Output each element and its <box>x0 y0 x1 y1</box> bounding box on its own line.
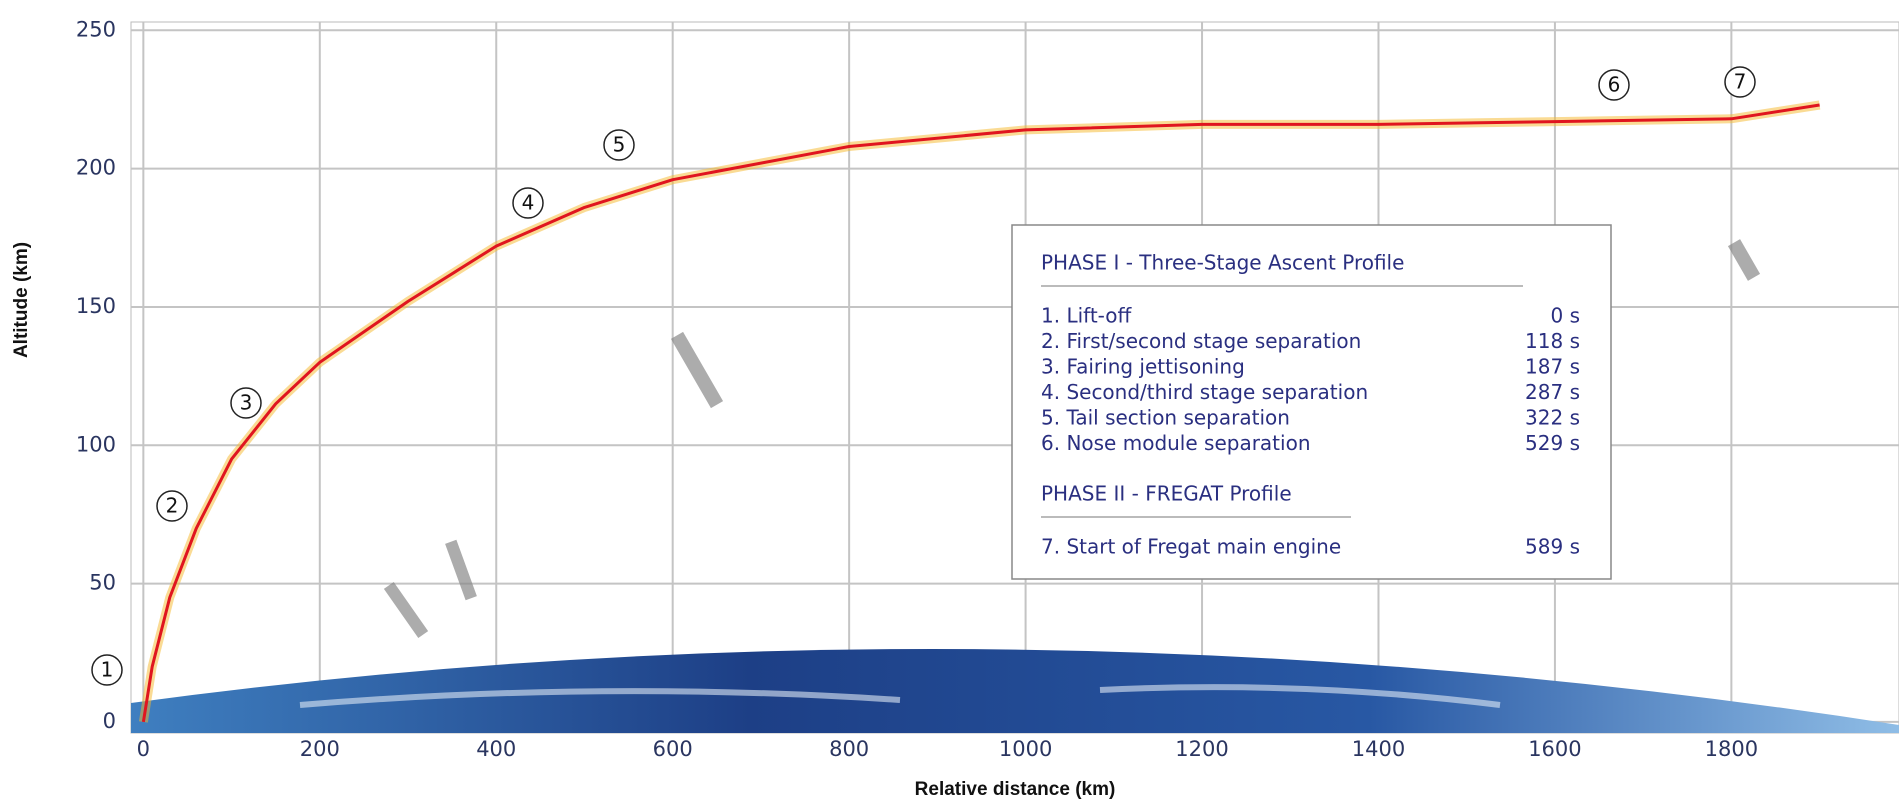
x-tick-label: 1800 <box>1705 737 1758 761</box>
event-label: 5. Tail section separation <box>1041 406 1290 430</box>
x-tick-label: 800 <box>829 737 869 761</box>
event-time: 118 s <box>1525 329 1580 353</box>
event-label: 7. Start of Fregat main engine <box>1041 535 1341 559</box>
x-tick-label: 400 <box>476 737 516 761</box>
event-label: 6. Nose module separation <box>1041 431 1311 455</box>
y-axis-title: Altitude (km) <box>11 242 32 358</box>
event-label: 4. Second/third stage separation <box>1041 380 1368 404</box>
event-label: 3. Fairing jettisoning <box>1041 355 1245 379</box>
x-tick-label: 1200 <box>1175 737 1228 761</box>
y-tick-label: 100 <box>76 432 116 456</box>
y-tick-label: 0 <box>103 709 116 733</box>
x-tick-label: 1400 <box>1352 737 1405 761</box>
annotation-label: 6 <box>1608 73 1621 97</box>
x-tick-label: 600 <box>653 737 693 761</box>
y-tick-label: 200 <box>76 156 116 180</box>
annotation-label: 3 <box>240 391 253 415</box>
event-label: 2. First/second stage separation <box>1041 329 1361 353</box>
annotation-label: 1 <box>101 658 114 682</box>
event-time: 187 s <box>1525 355 1580 379</box>
annotation-label: 5 <box>613 133 626 157</box>
event-time: 322 s <box>1525 406 1580 430</box>
event-time: 589 s <box>1525 535 1580 559</box>
annotation-label: 7 <box>1734 70 1747 94</box>
event-time: 0 s <box>1550 304 1580 328</box>
chart: Relative distance (km) Altitude (km) PHA… <box>0 0 1899 800</box>
x-tick-label: 0 <box>137 737 150 761</box>
event-time: 287 s <box>1525 380 1580 404</box>
y-tick-label: 50 <box>89 571 116 595</box>
x-tick-label: 1600 <box>1528 737 1581 761</box>
phase-title: PHASE II - FREGAT Profile <box>1041 482 1292 506</box>
y-tick-label: 150 <box>76 294 116 318</box>
event-label: 1. Lift-off <box>1041 304 1132 328</box>
annotation-label: 2 <box>166 494 179 518</box>
y-tick-label: 250 <box>76 17 116 41</box>
x-axis-title: Relative distance (km) <box>915 779 1116 800</box>
x-tick-label: 1000 <box>999 737 1052 761</box>
event-time: 529 s <box>1525 431 1580 455</box>
phase-title: PHASE I - Three-Stage Ascent Profile <box>1041 251 1404 275</box>
annotation-label: 4 <box>522 191 535 215</box>
x-tick-label: 200 <box>300 737 340 761</box>
